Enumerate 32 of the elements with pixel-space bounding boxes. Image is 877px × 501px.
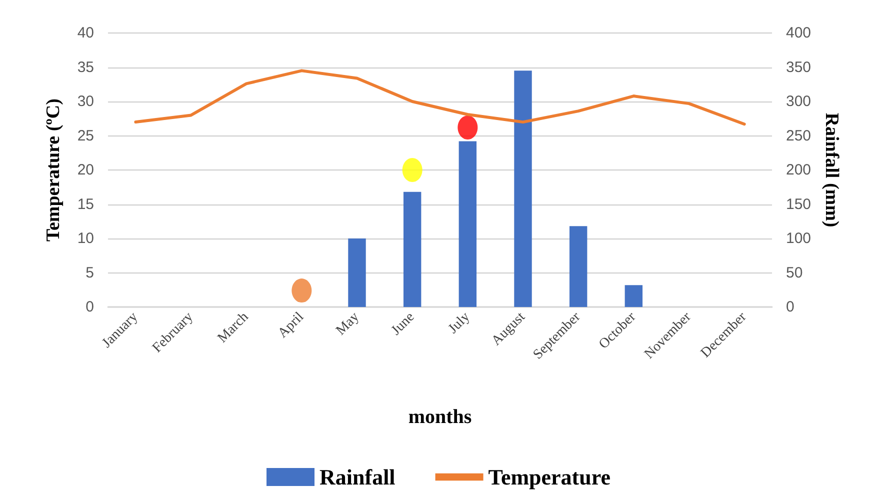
y2-tick-label: 0 bbox=[786, 298, 794, 316]
y2-tick-label: 350 bbox=[786, 58, 812, 76]
y2-tick-label: 150 bbox=[786, 196, 812, 213]
y2-axis-title: Rainfall (mm) bbox=[820, 112, 842, 228]
legend-label: Rainfall bbox=[320, 464, 396, 490]
y2-tick-label: 100 bbox=[786, 230, 812, 247]
x-tick-label: July bbox=[446, 310, 473, 337]
bar bbox=[514, 70, 532, 307]
y-tick-label: 0 bbox=[86, 298, 94, 316]
legend-label: Temperature bbox=[488, 464, 611, 490]
bar bbox=[624, 285, 643, 307]
bar bbox=[458, 141, 477, 307]
bar bbox=[403, 192, 422, 307]
x-axis-title: months bbox=[408, 406, 472, 428]
y2-tick-label: 250 bbox=[786, 127, 812, 144]
y-tick-label: 5 bbox=[86, 264, 94, 282]
x-tick-label: May bbox=[334, 310, 362, 338]
y-tick-label: 10 bbox=[77, 230, 94, 247]
y-tick-label: 40 bbox=[77, 24, 94, 42]
y-tick-label: 15 bbox=[77, 196, 94, 213]
x-tick-label: June bbox=[388, 310, 418, 338]
y2-tick-label: 50 bbox=[786, 264, 803, 282]
bar bbox=[569, 226, 588, 307]
bar bbox=[348, 238, 366, 307]
y2-tick-label: 200 bbox=[786, 162, 812, 178]
y-tick-label: 20 bbox=[77, 162, 94, 178]
y-tick-label: 30 bbox=[77, 93, 94, 110]
y2-tick-label: 300 bbox=[786, 93, 812, 110]
y2-tick-label: 400 bbox=[786, 24, 812, 42]
y-tick-label: 35 bbox=[77, 58, 94, 76]
y-tick-label: 25 bbox=[77, 127, 94, 144]
y-axis-title: Temperature (ºC) bbox=[43, 98, 64, 242]
